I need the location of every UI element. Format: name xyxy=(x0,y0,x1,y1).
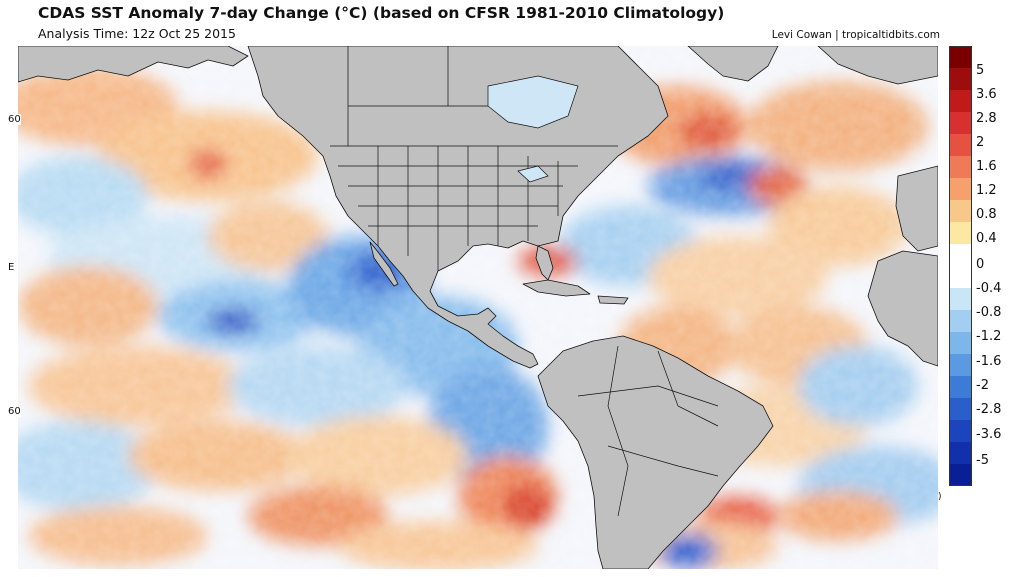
colorbar-swatch xyxy=(949,68,972,91)
colorbar-label: -1.2 xyxy=(976,329,1002,344)
colorbar-label: 0.4 xyxy=(976,231,997,246)
colorbar-label: 2.8 xyxy=(976,111,997,126)
map-edge-label: 60 xyxy=(8,406,21,417)
colorbar-swatch xyxy=(949,332,972,355)
colorbar-label: -3.6 xyxy=(976,427,1002,442)
map-edge-label: 60 xyxy=(8,114,21,125)
colorbar-swatch xyxy=(949,90,972,113)
colorbar-swatch xyxy=(949,244,972,267)
colorbar-label: 0.8 xyxy=(976,207,997,222)
colorbar-swatch xyxy=(949,112,972,135)
colorbar-label: -1.6 xyxy=(976,354,1002,369)
sst-anomaly-map xyxy=(18,46,938,569)
colorbar-label: 1.2 xyxy=(976,183,997,198)
colorbar-swatch xyxy=(949,200,972,223)
map-edge-label: ) xyxy=(938,492,942,502)
colorbar-label: -0.4 xyxy=(976,281,1002,296)
colorbar-label: 2 xyxy=(976,135,985,150)
colorbar-swatch xyxy=(949,134,972,157)
colorbar xyxy=(949,46,972,486)
colorbar-label: 0 xyxy=(976,257,985,272)
map-title: CDAS SST Anomaly 7-day Change (°C) (base… xyxy=(38,4,725,22)
colorbar-label: 5 xyxy=(976,63,985,78)
analysis-time: Analysis Time: 12z Oct 25 2015 xyxy=(38,26,236,41)
colorbar-label: -2.8 xyxy=(976,402,1002,417)
land xyxy=(18,46,938,569)
colorbar-label: -5 xyxy=(976,453,989,468)
colorbar-label: -0.8 xyxy=(976,305,1002,320)
colorbar-label: 1.6 xyxy=(976,159,997,174)
colorbar-label: 3.6 xyxy=(976,87,997,102)
colorbar-swatch xyxy=(949,442,972,465)
colorbar-swatch xyxy=(949,376,972,399)
colorbar-swatch xyxy=(949,222,972,245)
colorbar-swatch xyxy=(949,310,972,333)
colorbar-swatch xyxy=(949,266,972,289)
colorbar-swatch xyxy=(949,354,972,377)
colorbar-swatch xyxy=(949,398,972,421)
lakes xyxy=(487,75,579,183)
colorbar-swatch xyxy=(949,46,972,69)
colorbar-swatch xyxy=(949,156,972,179)
map-edge-label: E xyxy=(8,262,15,273)
colorbar-label: -2 xyxy=(976,378,989,393)
colorbar-swatch xyxy=(949,288,972,311)
author-credit: Levi Cowan | tropicaltidbits.com xyxy=(771,29,940,41)
colorbar-swatch xyxy=(949,178,972,201)
colorbar-swatch xyxy=(949,420,972,443)
colorbar-swatch xyxy=(949,464,972,486)
